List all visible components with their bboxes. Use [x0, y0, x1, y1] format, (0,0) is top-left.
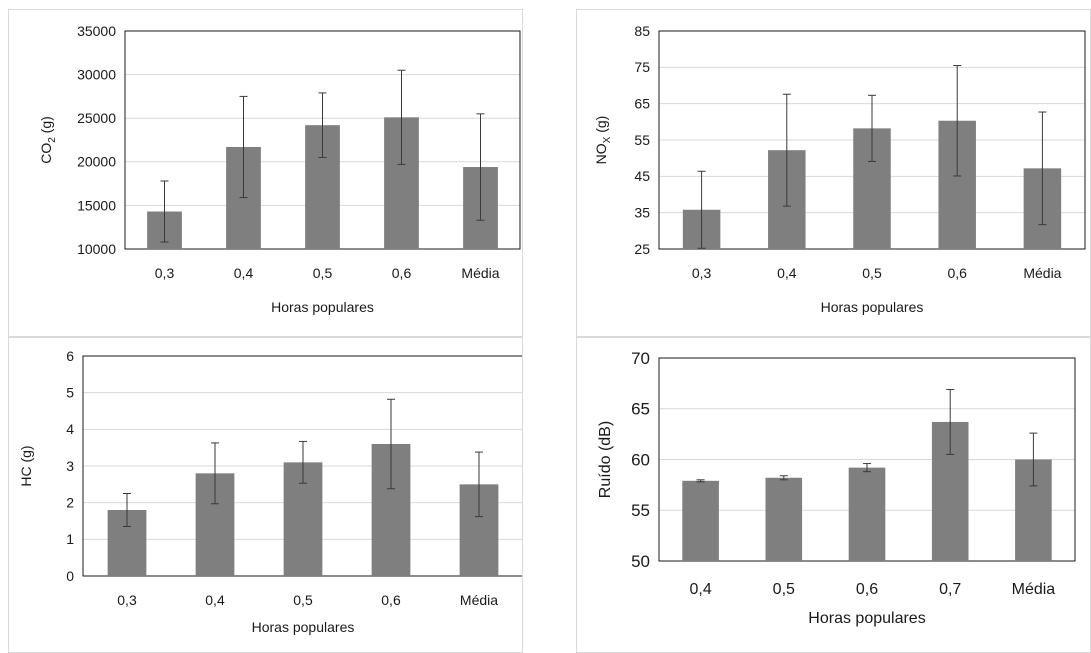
co2-chart: 10000 15000 20000 25000 30000 35000 0,3 0,4 0,5 0…: [38, 23, 521, 315]
noise-chart: 50 55 60 65 70 0,4 0,5 0,6 0,7 Média Horas popular…: [597, 349, 1076, 627]
co2-x-tick-label: 0,4: [234, 265, 254, 281]
co2-x-tick-label: 0,5: [313, 265, 333, 281]
hc-y-tick-label: 2: [66, 495, 74, 511]
nox-chart: 25 35 45 55 65 75 85 0,3 0,4 0,5 0,6 Média Horas pop…: [593, 23, 1086, 315]
co2-y-tick-label: 35000: [77, 23, 116, 39]
co2-x-tick-label: Média: [461, 265, 499, 281]
nox-y-tick-label: 45: [634, 168, 650, 184]
hc-x-tick-label: Média: [460, 592, 498, 608]
co2-y-tick-label: 15000: [77, 197, 116, 213]
hc-x-axis-title: Horas populares: [252, 619, 355, 635]
hc-y-tick-label: 4: [66, 421, 74, 437]
noise-y-axis-title: Ruído (dB): [597, 421, 614, 498]
noise-x-tick-label: 0,4: [689, 581, 711, 598]
hc-y-tick-label: 6: [66, 348, 74, 364]
hc-y-axis-title: HC (g): [18, 445, 34, 486]
hc-x-tick-label: 0,5: [293, 592, 313, 608]
noise-bar: [765, 477, 803, 561]
nox-y-axis-title: NOX (g): [593, 116, 613, 165]
co2-x-tick-label: 0,3: [155, 265, 175, 281]
co2-y-tick-label: 25000: [77, 110, 116, 126]
hc-x-tick-label: 0,6: [381, 592, 401, 608]
nox-y-tick-label: 35: [634, 205, 650, 221]
co2-chart-panel: 10000 15000 20000 25000 30000 35000 0,3 0,4 0,5 0…: [8, 9, 523, 337]
noise-x-tick-label: 0,6: [856, 581, 878, 598]
co2-y-tick-label: 20000: [77, 154, 116, 170]
noise-y-tick-label: 70: [631, 349, 650, 368]
noise-y-tick-label: 55: [631, 501, 650, 520]
hc-y-tick-label: 5: [66, 385, 74, 401]
noise-y-tick-label: 50: [631, 552, 650, 571]
noise-x-tick-label: 0,7: [939, 581, 961, 598]
hc-chart: 0 1 2 3 4 5 6 0,3 0,4 0,5 0,6 Média Horas populares H…: [18, 348, 522, 635]
noise-x-axis-title: Horas populares: [808, 610, 925, 627]
nox-y-tick-label: 65: [634, 96, 650, 112]
nox-y-tick-label: 75: [634, 59, 650, 75]
hc-x-tick-label: 0,4: [205, 592, 225, 608]
noise-bar: [848, 467, 886, 561]
nox-x-tick-label: 0,3: [692, 265, 712, 281]
noise-x-tick-label: 0,5: [773, 581, 795, 598]
co2-y-tick-label: 10000: [77, 241, 116, 257]
hc-x-tick-label: 0,3: [117, 592, 137, 608]
nox-x-tick-label: 0,5: [862, 265, 882, 281]
nox-x-tick-label: Média: [1023, 265, 1061, 281]
hc-chart-panel: 0 1 2 3 4 5 6 0,3 0,4 0,5 0,6 Média Horas populares H…: [8, 337, 523, 653]
nox-x-tick-label: 0,4: [777, 265, 797, 281]
noise-y-tick-label: 65: [631, 400, 650, 419]
nox-chart-panel: 25 35 45 55 65 75 85 0,3 0,4 0,5 0,6 Média Horas pop…: [576, 9, 1091, 337]
nox-y-tick-label: 85: [634, 23, 650, 39]
hc-y-tick-label: 1: [66, 531, 74, 547]
noise-bar: [682, 480, 719, 561]
co2-y-axis-title: CO2 (g): [38, 116, 58, 164]
co2-x-tick-label: 0,6: [392, 265, 412, 281]
co2-x-axis-title: Horas populares: [271, 299, 374, 315]
hc-y-tick-label: 3: [66, 458, 74, 474]
nox-y-tick-label: 25: [634, 241, 650, 257]
co2-y-tick-label: 30000: [77, 67, 116, 83]
noise-x-tick-label: Média: [1012, 581, 1056, 598]
nox-x-axis-title: Horas populares: [821, 299, 924, 315]
noise-chart-panel: 50 55 60 65 70 0,4 0,5 0,6 0,7 Média Horas popular…: [576, 337, 1091, 653]
nox-x-tick-label: 0,6: [947, 265, 967, 281]
nox-y-tick-label: 55: [634, 132, 650, 148]
noise-y-tick-label: 60: [631, 450, 650, 469]
hc-y-tick-label: 0: [66, 568, 74, 584]
